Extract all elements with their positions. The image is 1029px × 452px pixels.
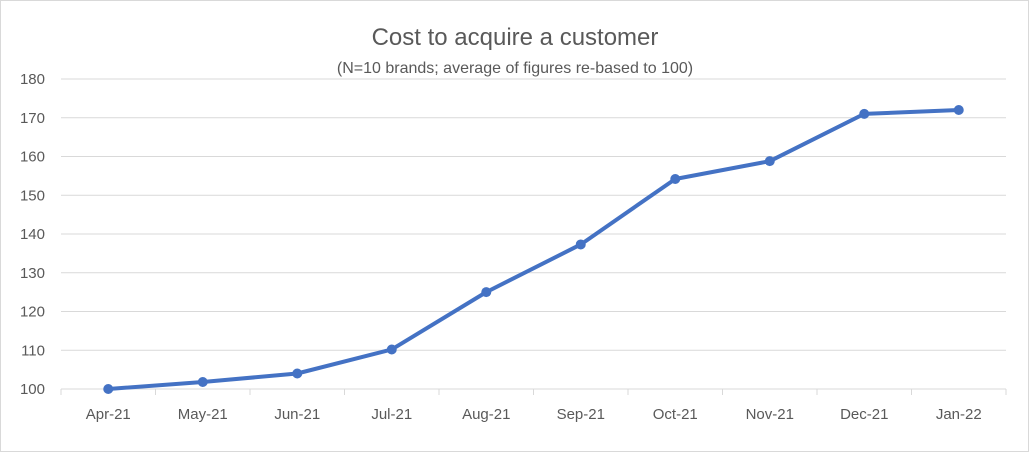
- y-tick-label: 110: [21, 342, 45, 359]
- x-tick-label: Sep-21: [557, 406, 605, 423]
- data-point: [292, 368, 303, 379]
- x-tick-label: Dec-21: [840, 406, 888, 423]
- x-tick-label: May-21: [178, 406, 228, 423]
- data-point: [481, 287, 492, 298]
- chart-subtitle: (N=10 brands; average of figures re-base…: [337, 60, 693, 77]
- data-point: [386, 344, 397, 355]
- data-point: [670, 173, 681, 184]
- x-tick-label: Jan-22: [936, 406, 982, 423]
- data-point: [764, 156, 775, 167]
- y-tick-label: 160: [20, 149, 45, 166]
- data-point: [859, 108, 870, 119]
- y-tick-label: 140: [20, 226, 45, 243]
- x-tick-label: Aug-21: [462, 406, 510, 423]
- data-point: [953, 105, 964, 115]
- y-tick-label: 100: [20, 381, 45, 398]
- data-point: [197, 377, 208, 388]
- data-point: [575, 239, 586, 250]
- chart-title: Cost to acquire a customer: [372, 24, 659, 51]
- gridlines: [61, 78, 1006, 351]
- y-tick-label: 130: [20, 265, 45, 282]
- y-tick-label: 180: [20, 71, 45, 88]
- x-tick-label: Jun-21: [274, 406, 320, 423]
- x-tick-label: Apr-21: [86, 406, 131, 423]
- y-tick-label: 120: [20, 304, 45, 321]
- y-tick-label: 150: [20, 187, 45, 204]
- x-tick-label: Jul-21: [371, 406, 412, 423]
- series-line-0: [106, 108, 961, 391]
- y-tick-label: 170: [20, 110, 45, 127]
- x-tick-label: Nov-21: [746, 406, 794, 423]
- x-tick-label: Oct-21: [653, 406, 698, 423]
- data-point: [103, 384, 114, 394]
- axes: 100 110 120 130 140 150 160 170 180 Apr-21 May-21 J…: [20, 71, 1007, 423]
- series: [103, 105, 964, 394]
